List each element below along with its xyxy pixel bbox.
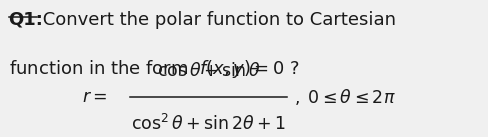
Text: Convert the polar function to Cartesian: Convert the polar function to Cartesian <box>37 11 396 29</box>
Text: $r = $: $r = $ <box>82 88 108 106</box>
Text: function in the form  $f(x, y) = 0$ ?: function in the form $f(x, y) = 0$ ? <box>8 58 299 80</box>
Text: Q1:: Q1: <box>8 11 43 29</box>
Text: $\cos\theta + \sin\theta$: $\cos\theta + \sin\theta$ <box>157 62 261 80</box>
Text: $,\; 0 \leq \theta \leq 2\pi$: $,\; 0 \leq \theta \leq 2\pi$ <box>294 87 396 107</box>
Text: $\cos^2\theta + \sin 2\theta + 1$: $\cos^2\theta + \sin 2\theta + 1$ <box>131 114 286 134</box>
